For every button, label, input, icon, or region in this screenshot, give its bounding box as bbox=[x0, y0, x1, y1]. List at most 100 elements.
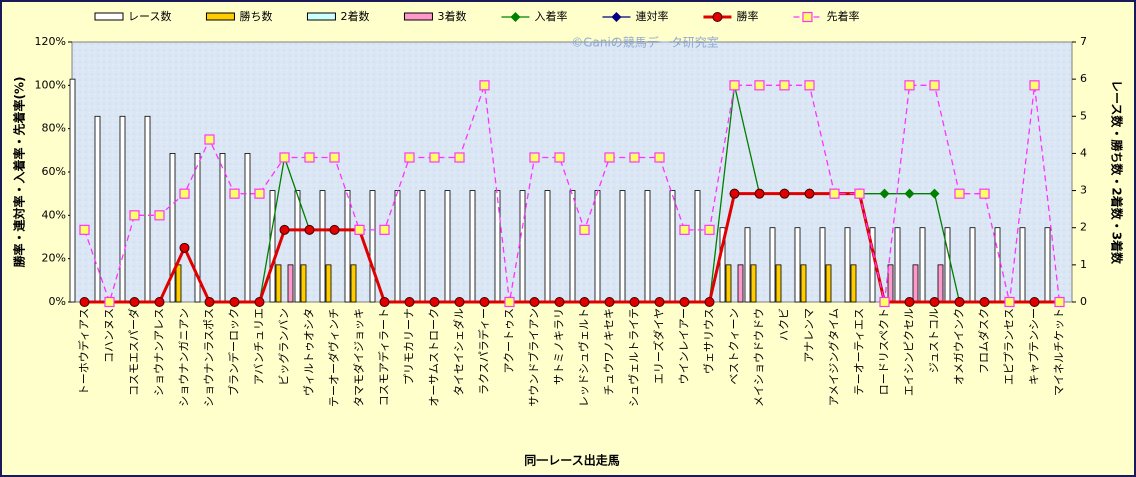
y-tick-label: 80% bbox=[42, 122, 66, 135]
x-tick-label: タイセイシェダル bbox=[452, 308, 466, 396]
y2-tick-label: 0 bbox=[1080, 295, 1087, 308]
marker bbox=[204, 297, 215, 307]
bar bbox=[750, 264, 757, 303]
marker bbox=[329, 224, 340, 235]
marker bbox=[229, 297, 240, 307]
legend-label: 3着数 bbox=[437, 9, 466, 23]
bar bbox=[737, 264, 744, 303]
marker bbox=[604, 297, 615, 307]
bar bbox=[912, 264, 919, 303]
marker bbox=[704, 224, 715, 235]
bar bbox=[944, 227, 951, 303]
bar bbox=[669, 190, 676, 303]
bar bbox=[325, 264, 332, 303]
bar bbox=[444, 190, 451, 303]
marker bbox=[654, 152, 665, 163]
marker bbox=[754, 80, 765, 91]
bar bbox=[94, 115, 101, 303]
y2-tick-label: 7 bbox=[1080, 35, 1087, 48]
x-tick-label: サウンドブライアン bbox=[527, 308, 541, 407]
x-tick-label: トーホウディアス bbox=[77, 308, 91, 395]
marker bbox=[329, 152, 340, 163]
bar bbox=[319, 190, 326, 303]
marker bbox=[129, 210, 140, 221]
bar bbox=[169, 153, 176, 303]
marker bbox=[704, 297, 715, 307]
x-tick-label: ベストクィーン bbox=[728, 308, 741, 385]
y-tick-label: 120% bbox=[35, 35, 66, 48]
legend-marker bbox=[712, 12, 723, 22]
bar bbox=[519, 190, 526, 303]
marker bbox=[579, 297, 590, 307]
legend-marker bbox=[510, 12, 521, 22]
x-tick-label: エピプランセス bbox=[1003, 308, 1016, 385]
marker bbox=[304, 152, 315, 163]
bar bbox=[119, 115, 126, 303]
bar bbox=[469, 190, 476, 303]
x-tick-label: コスモエスパーダ bbox=[127, 308, 141, 396]
bar bbox=[844, 227, 851, 303]
x-tick-label: エイシンピクセル bbox=[903, 308, 916, 396]
legend-swatch bbox=[205, 12, 235, 21]
marker bbox=[79, 224, 90, 235]
bar bbox=[369, 190, 376, 303]
marker bbox=[829, 188, 840, 199]
marker bbox=[779, 188, 790, 199]
x-tick-label: サトミノキラリ bbox=[553, 308, 566, 385]
marker bbox=[979, 188, 990, 199]
marker bbox=[579, 224, 590, 235]
x-tick-label: メイショウドウドウ bbox=[753, 308, 766, 407]
bar bbox=[294, 190, 301, 303]
marker bbox=[254, 188, 265, 199]
legend-marker bbox=[611, 12, 622, 22]
bar bbox=[769, 227, 776, 303]
line bbox=[84, 192, 1060, 304]
bar bbox=[800, 264, 807, 303]
bar bbox=[175, 264, 182, 303]
marker bbox=[454, 152, 465, 163]
bar bbox=[825, 264, 832, 303]
marker bbox=[879, 296, 890, 308]
marker bbox=[729, 80, 740, 91]
x-tick-label: エリーズダイヤ bbox=[652, 308, 666, 384]
x-tick-label: テーオーティエス bbox=[853, 308, 866, 395]
legend-label: 勝率 bbox=[736, 9, 758, 23]
marker bbox=[179, 188, 190, 199]
marker bbox=[429, 297, 440, 307]
marker bbox=[179, 242, 190, 253]
bar bbox=[219, 153, 226, 303]
marker bbox=[979, 297, 990, 307]
x-tick-label: ヴィルトゥオシタ bbox=[302, 308, 316, 396]
bar bbox=[819, 227, 826, 303]
x-tick-label: ラクスパラディー bbox=[477, 308, 491, 395]
marker bbox=[529, 152, 540, 163]
bar bbox=[494, 190, 501, 303]
marker bbox=[79, 297, 90, 307]
bar bbox=[275, 264, 282, 303]
x-tick-label: マイネルチケット bbox=[1053, 308, 1066, 396]
bar bbox=[894, 227, 901, 303]
y-axis-label: 勝率・連対率・入着率・先着率(%) bbox=[12, 77, 27, 268]
x-tick-label: ショウナンガニアン bbox=[178, 308, 191, 407]
y-tick-label: 0% bbox=[49, 295, 66, 308]
bar bbox=[725, 264, 732, 303]
marker bbox=[804, 80, 815, 91]
x-tick-label: ジュストコル bbox=[928, 308, 941, 373]
bar bbox=[594, 190, 601, 303]
bar bbox=[850, 264, 857, 303]
y2-tick-label: 2 bbox=[1080, 221, 1087, 234]
legend-label: 2着数 bbox=[340, 9, 369, 23]
bar bbox=[144, 115, 151, 303]
bar bbox=[269, 190, 276, 303]
bar bbox=[919, 227, 926, 303]
y2-tick-label: 1 bbox=[1080, 258, 1087, 271]
x-tick-label: オーサムストローク bbox=[428, 308, 441, 407]
x-tick-label: コスモアディラート bbox=[377, 308, 391, 406]
watermark: ©Ganiの競馬データ研究室 bbox=[571, 35, 719, 50]
marker bbox=[154, 210, 165, 221]
marker bbox=[779, 80, 790, 91]
marker bbox=[804, 188, 815, 199]
marker bbox=[904, 188, 915, 199]
legend-label: 連対率 bbox=[635, 9, 668, 23]
